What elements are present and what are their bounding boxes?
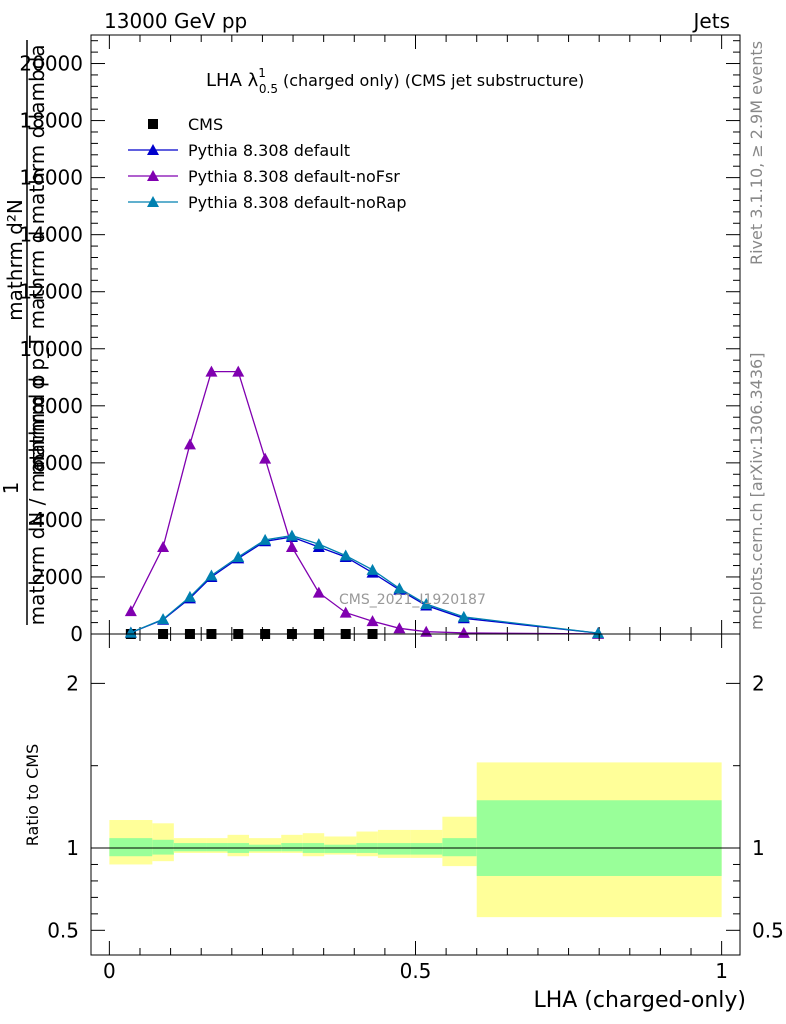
series-marker — [232, 550, 245, 562]
ratio-band-inner — [324, 844, 357, 853]
series-marker — [457, 610, 470, 622]
series-marker — [366, 563, 379, 575]
legend: CMS Pythia 8.308 default Pythia 8.308 defa… — [128, 115, 406, 212]
ratio-ytick-label-right: 0.5 — [752, 918, 784, 942]
main-ytick-label: 18000 — [19, 109, 83, 133]
series-1 — [124, 531, 605, 639]
ratio-bands — [109, 762, 722, 918]
ratio-ytick-label: 2 — [66, 671, 79, 695]
main-ytick-label: 8000 — [32, 394, 83, 418]
main-ytick-label: 4000 — [32, 508, 83, 532]
series-marker — [124, 626, 137, 638]
series-marker — [285, 541, 298, 553]
ylabel-num: mathrm d²N — [3, 199, 27, 321]
series-marker — [259, 452, 272, 464]
series-line — [130, 370, 599, 635]
legend-marker-triangle — [147, 196, 159, 207]
series-line — [130, 536, 599, 634]
watermark: CMS_2021_I1920187 — [339, 592, 486, 608]
legend-label: Pythia 8.308 default — [188, 141, 350, 160]
series-marker — [285, 529, 298, 541]
ratio-band-inner — [152, 839, 174, 855]
series-marker — [205, 569, 218, 581]
series-marker — [366, 615, 379, 627]
ylabel-prefix-den: mathrm dN / mathrm d p — [25, 375, 49, 626]
ylabel-prefix-num: 1 — [0, 482, 23, 495]
ratio-band-inner — [410, 843, 443, 855]
legend-label: Pythia 8.308 default-noFsr — [188, 167, 400, 186]
series-marker — [312, 538, 325, 550]
title-sup: 1 — [258, 66, 266, 80]
series-marker — [259, 533, 272, 545]
main-ytick-label: 16000 — [19, 166, 83, 190]
series-line — [130, 534, 599, 634]
main-title: LHA λ1 0.5 (charged only) (CMS jet substru… — [206, 66, 584, 96]
ratio-ylabel: Ratio to CMS — [23, 744, 42, 846]
series-marker — [420, 598, 433, 610]
series-marker — [393, 582, 406, 594]
series-marker — [205, 365, 218, 377]
series-marker — [157, 541, 170, 553]
legend-marker-square — [148, 119, 158, 129]
ratio-band-inner — [442, 838, 477, 857]
ratio-xtick-label: 0.5 — [400, 959, 432, 983]
main-ytick-label: 14000 — [19, 223, 83, 247]
ratio-xtick-label: 1 — [715, 959, 728, 983]
rivet-label: Rivet 3.1.10, ≥ 2.9M events — [747, 41, 766, 265]
ratio-xtick-label: 0 — [103, 959, 116, 983]
main-ytick-label: 20000 — [19, 52, 83, 76]
mcplots-label: mcplots.cern.ch [arXiv:1306.3436] — [747, 353, 766, 630]
ratio-ytick-label-right: 2 — [752, 671, 765, 695]
series-marker — [312, 586, 325, 598]
ratio-band-inner — [476, 800, 722, 876]
series-2 — [124, 365, 605, 639]
legend-marker-triangle — [147, 170, 159, 181]
ratio-band-inner — [281, 843, 303, 852]
series-marker — [232, 365, 245, 377]
title-sub: 0.5 — [259, 82, 278, 96]
series-marker — [339, 606, 352, 618]
header-left: 13000 GeV pp — [104, 9, 247, 33]
ratio-band-inner — [109, 838, 153, 857]
legend-label: Pythia 8.308 default-noRap — [188, 193, 406, 212]
main-axes: 0 2000 4000 6000 8000 10000 12000 14000 16000 180… — [19, 34, 741, 646]
series-marker — [457, 626, 470, 638]
ratio-axes: 0.5 0.5 1 1 2 2 0 0.5 1 — [47, 633, 784, 983]
series-marker — [183, 438, 196, 450]
ratio-ytick-label: 0.5 — [47, 918, 79, 942]
main-ylabel: mathrm d²N mathrm d p_T mathrm d mathrm … — [0, 40, 49, 625]
series-marker — [592, 627, 605, 639]
main-ytick-label: 0 — [70, 622, 83, 646]
main-ytick-label: 6000 — [32, 451, 83, 475]
main-ytick-label: 12000 — [19, 280, 83, 304]
legend-marker-triangle — [147, 144, 159, 155]
main-ytick-label: 10000 — [19, 337, 83, 361]
series-marker — [157, 613, 170, 625]
series-marker — [124, 605, 137, 617]
ratio-band-inner — [377, 843, 411, 855]
ratio-ytick-label-right: 1 — [752, 836, 765, 860]
series-marker — [339, 549, 352, 561]
ratio-ytick-label: 1 — [66, 836, 79, 860]
series-3 — [124, 529, 605, 639]
series-marker — [183, 590, 196, 602]
main-ytick-label: 2000 — [32, 565, 83, 589]
ratio-xlabel: LHA (charged-only) — [533, 988, 746, 1013]
series-marker — [393, 622, 406, 634]
ratio-band-inner — [173, 843, 207, 852]
header-right: Jets — [692, 9, 730, 33]
title-suffix: (charged only) (CMS jet substructure) — [283, 71, 584, 90]
title-prefix: LHA λ — [206, 70, 259, 91]
ylabel-den: mathrm d p_T mathrm d mathrm d lambda — [25, 44, 49, 475]
legend-label: CMS — [188, 115, 223, 134]
ratio-band-inner — [206, 843, 228, 852]
